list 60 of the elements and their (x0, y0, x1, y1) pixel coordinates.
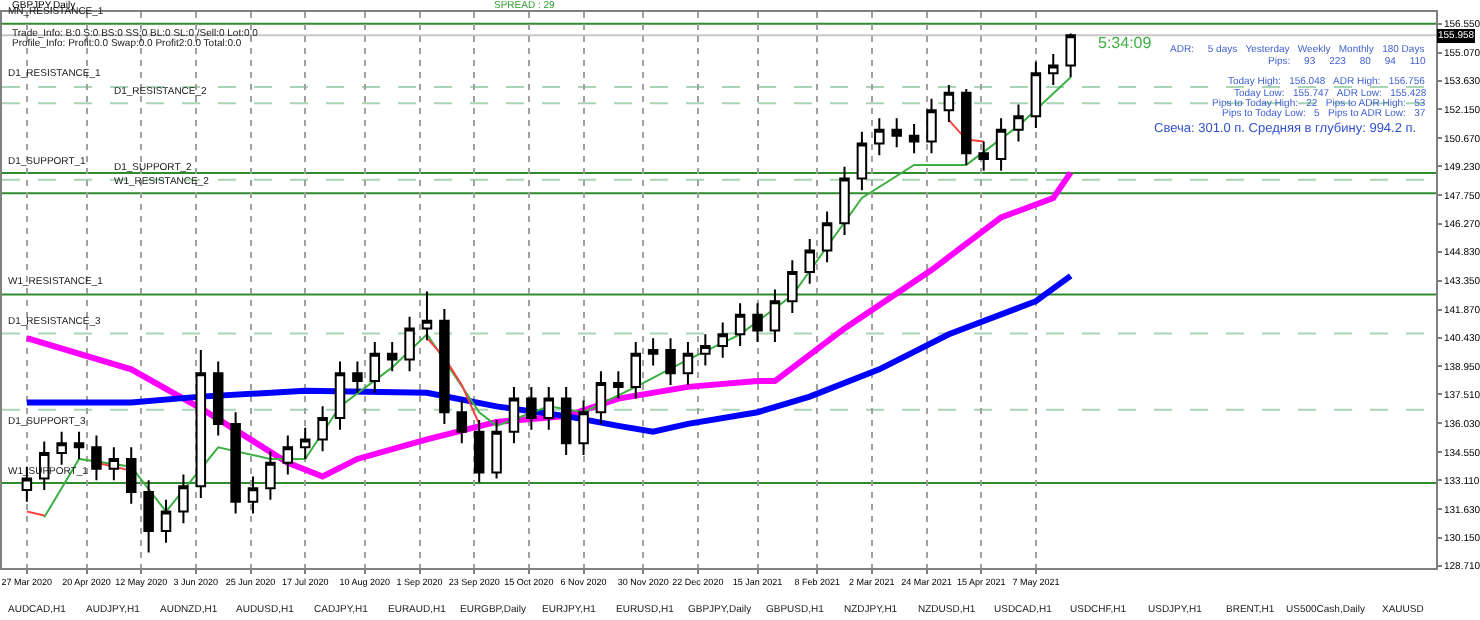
candlestick (891, 117, 902, 149)
candlestick (630, 341, 641, 400)
candlestick (282, 434, 294, 476)
candlestick (526, 385, 537, 431)
candlestick (734, 302, 746, 347)
candlestick (647, 337, 659, 367)
candlestick (769, 288, 781, 344)
candlestick (908, 122, 920, 155)
candlestick (125, 446, 137, 505)
candlestick (265, 450, 276, 501)
candlestick (56, 430, 67, 466)
candlestick (613, 370, 624, 400)
candlestick (1013, 103, 1024, 143)
candlestick (334, 360, 346, 431)
candlestick (317, 405, 328, 453)
candlestick (787, 259, 798, 314)
candlestick (160, 498, 172, 544)
candlestick (943, 84, 955, 124)
candlestick (543, 385, 555, 431)
candlestick (473, 419, 485, 484)
candlestick (212, 360, 224, 437)
candlestick (682, 341, 694, 386)
candlestick (926, 97, 937, 155)
candlestick (978, 140, 989, 172)
candlestick (752, 302, 763, 344)
candlestick (369, 341, 381, 394)
candlestick (247, 475, 259, 515)
candlestick (508, 385, 520, 445)
candlestick (839, 165, 850, 236)
candlestick (456, 399, 468, 445)
candlestick (804, 237, 815, 285)
candlestick (230, 411, 241, 515)
candlestick (717, 321, 728, 359)
candlestick (421, 290, 433, 342)
candlestick (995, 117, 1007, 172)
candlestick (73, 430, 85, 460)
candlestick (1030, 60, 1042, 129)
candlestick (821, 210, 833, 264)
candlestick (491, 419, 502, 480)
candlestick (560, 385, 572, 457)
candlestick (700, 333, 711, 367)
candlestick (143, 479, 154, 554)
annotation: 5:34:09 (1098, 34, 1153, 52)
candlestick (108, 446, 120, 482)
candlestick (299, 426, 311, 460)
candlestick (386, 341, 398, 373)
candlestick (352, 360, 363, 394)
candlestick (1048, 52, 1059, 87)
candlestick (404, 315, 415, 373)
candlestick (195, 348, 207, 499)
candlestick (578, 399, 589, 457)
candlestick (856, 130, 868, 192)
candlestick (595, 370, 607, 425)
candlestick (874, 117, 885, 157)
candlestick (961, 87, 972, 166)
candlestick (178, 473, 189, 525)
candlestick (91, 434, 102, 482)
candlestick (665, 337, 676, 386)
candlestick (439, 307, 450, 425)
candlestick (1065, 32, 1076, 79)
